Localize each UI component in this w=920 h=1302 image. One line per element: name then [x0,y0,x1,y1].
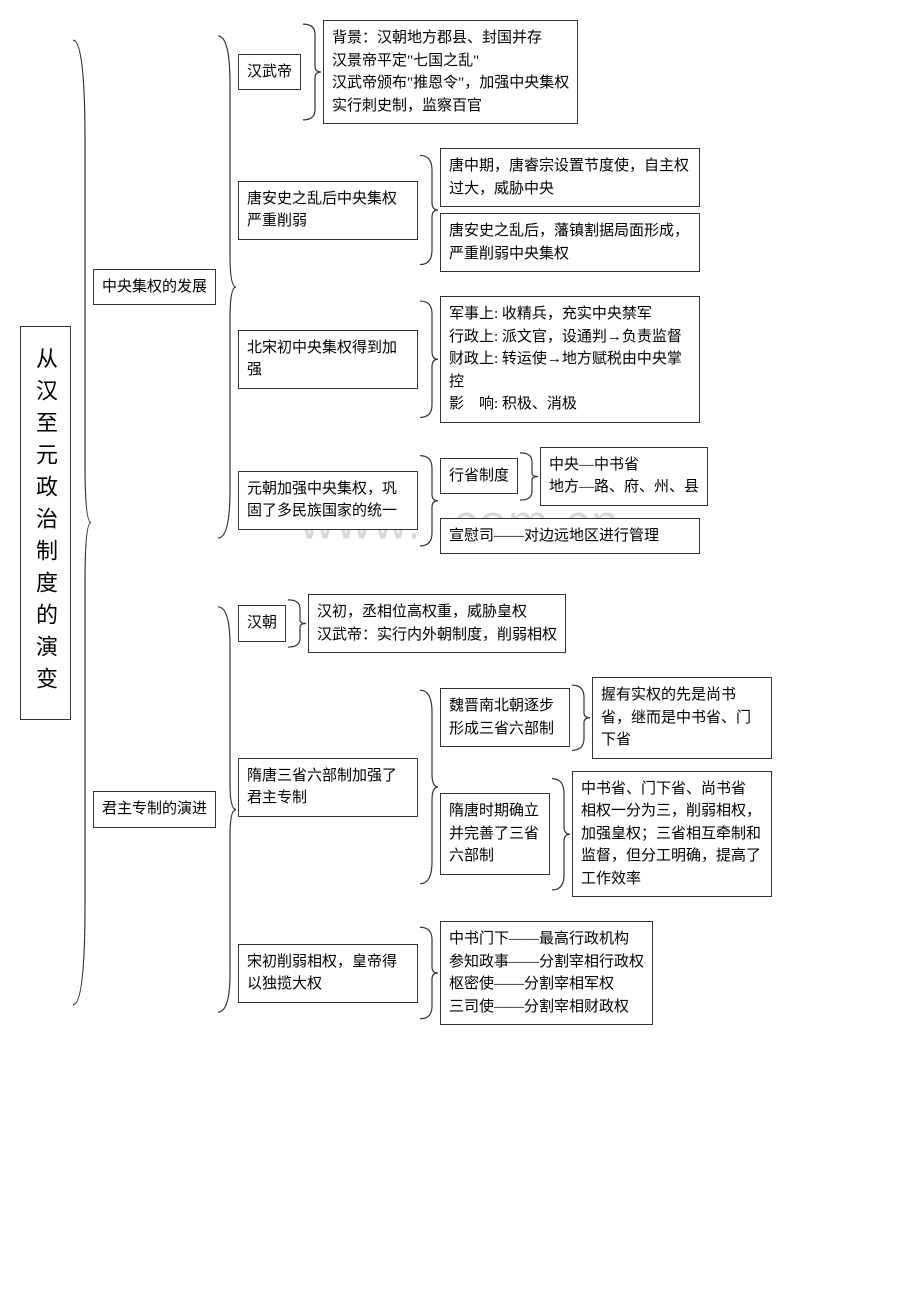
node-song: 北宋初中央集权得到加强 军事上: 收精兵，充实中央禁军 行政上: 派文官，设通判… [238,296,708,423]
list-item: 影 响: 积极、消极 [449,393,691,416]
list-item: 汉武帝颁布"推恩令"，加强中央集权 [332,72,569,95]
tang-item-0: 唐中期，唐睿宗设置节度使，自主权过大，威胁中央 [440,148,700,207]
list-item: 背景：汉朝地方郡县、封国并存 [332,27,569,50]
list-item: 实行刺史制，监察百官 [332,95,569,118]
node-hanwu: 汉武帝 背景：汉朝地方郡县、封国并存 汉景帝平定"七国之乱" 汉武帝颁布"推恩令… [238,20,708,124]
tree-diagram: 从汉至元政治制度的演变 中央集权的发展 汉武帝 [20,20,900,1025]
list-item: 财政上: 转运使→地方赋税由中央掌控 [449,348,691,393]
xingsheng-label: 行省制度 [440,458,518,495]
list-item: 参知政事——分割宰相行政权 [449,951,644,974]
node-songchu: 宋初削弱相权，皇帝得以独揽大权 中书门下——最高行政机构 参知政事——分割宰相行… [238,921,772,1025]
bracket-icon [518,447,540,506]
han-label: 汉朝 [238,605,286,642]
xingsheng-detail: 中央—中书省 地方—路、府、州、县 [540,447,708,506]
list-item: 汉武帝：实行内外朝制度，削弱相权 [317,624,557,647]
bracket-icon [418,296,440,423]
bracket-icon [216,594,238,1025]
wei-detail: 握有实权的先是尚书省，继而是中书省、门下省 [592,677,772,759]
node-yuan: 元朝加强中央集权，巩固了多民族国家的统一 行省制度 中央—中书省 地方—路、府、… [238,447,708,555]
node-xingsheng: 行省制度 中央—中书省 地方—路、府、州、县 [440,447,708,506]
yuan-label: 元朝加强中央集权，巩固了多民族国家的统一 [238,471,418,530]
list-item: 汉初，丞相位高权重，威胁皇权 [317,601,557,624]
node-han: 汉朝 汉初，丞相位高权重，威胁皇权 汉武帝：实行内外朝制度，削弱相权 [238,594,772,653]
tang-item-1: 唐安史之乱后，藩镇割据局面形成，严重削弱中央集权 [440,213,700,272]
bracket-icon [418,447,440,555]
songchu-detail: 中书门下——最高行政机构 参知政事——分割宰相行政权 枢密使——分割宰相军权 三… [440,921,653,1025]
node-suitang: 隋唐三省六部制加强了君主专制 魏晋南北朝逐步形成三省六部制 握有实权的先是尚书省… [238,677,772,897]
root-node: 从汉至元政治制度的演变 [20,326,71,720]
song-detail: 军事上: 收精兵，充实中央禁军 行政上: 派文官，设通判→负责监督 财政上: 转… [440,296,700,423]
node-wei: 魏晋南北朝逐步形成三省六部制 握有实权的先是尚书省，继而是中书省、门下省 [440,677,772,759]
bracket-icon [286,594,308,653]
list-item: 汉景帝平定"七国之乱" [332,50,569,73]
section-monarch: 君主专制的演进 汉朝 汉初，丞相位高权重，威胁皇权 汉武帝：实行内外 [93,594,772,1025]
wei-label: 魏晋南北朝逐步形成三省六部制 [440,688,570,747]
suitang-label: 隋唐三省六部制加强了君主专制 [238,758,418,817]
list-item: 三司使——分割宰相财政权 [449,996,644,1019]
bracket-icon [570,677,592,759]
hanwu-label: 汉武帝 [238,54,301,91]
bracket-icon [418,677,440,897]
han-detail: 汉初，丞相位高权重，威胁皇权 汉武帝：实行内外朝制度，削弱相权 [308,594,566,653]
xuanwei: 宣慰司——对边远地区进行管理 [440,518,700,555]
list-item: 枢密使——分割宰相军权 [449,973,644,996]
sui-detail: 中书省、门下省、尚书省 相权一分为三，削弱相权，加强皇权；三省相互牵制和监督，但… [572,771,772,898]
bracket-icon [216,20,238,554]
section-central-label: 中央集权的发展 [93,269,216,306]
list-item: 行政上: 派文官，设通判→负责监督 [449,326,691,349]
hanwu-detail: 背景：汉朝地方郡县、封国并存 汉景帝平定"七国之乱" 汉武帝颁布"推恩令"，加强… [323,20,578,124]
bracket-icon [301,20,323,124]
list-item: 中书门下——最高行政机构 [449,928,644,951]
bracket-icon [550,771,572,898]
bracket-icon [418,921,440,1025]
song-label: 北宋初中央集权得到加强 [238,330,418,389]
songchu-label: 宋初削弱相权，皇帝得以独揽大权 [238,944,418,1003]
bracket-icon [418,148,440,272]
node-sui: 隋唐时期确立并完善了三省六部制 中书省、门下省、尚书省 相权一分为三，削弱相权，… [440,771,772,898]
tang-label: 唐安史之乱后中央集权严重削弱 [238,181,418,240]
root-bracket [71,20,93,1025]
section-central: 中央集权的发展 汉武帝 背景：汉朝地方郡县、封国并存 汉景帝平定"七 [93,20,772,554]
node-tang: 唐安史之乱后中央集权严重削弱 唐中期，唐睿宗设置节度使，自主权过大，威胁中央 唐… [238,148,708,272]
section-monarch-label: 君主专制的演进 [93,791,216,828]
sui-label: 隋唐时期确立并完善了三省六部制 [440,793,550,875]
list-item: 军事上: 收精兵，充实中央禁军 [449,303,691,326]
